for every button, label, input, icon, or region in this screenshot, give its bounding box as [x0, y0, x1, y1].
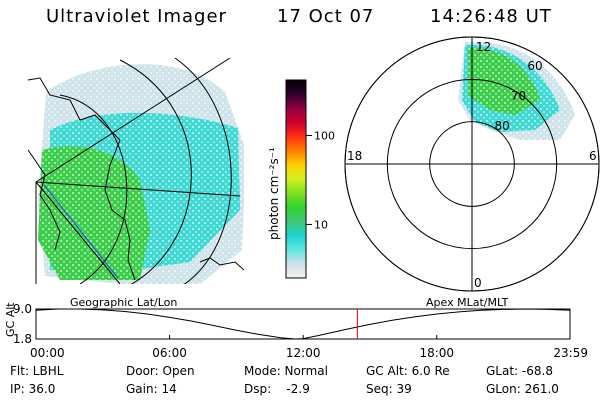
glat-text: GLat: -68.8	[486, 364, 553, 378]
coastline	[28, 77, 136, 281]
door-text: Door: Open	[126, 364, 195, 378]
coastline	[199, 257, 244, 271]
colorbar	[285, 79, 307, 279]
filter-text: Flt: LBHL	[10, 364, 64, 378]
x-tick-label: 06:00	[152, 346, 187, 360]
dsp-text: Dsp: -2.9	[244, 382, 310, 396]
geo-grid-line	[35, 181, 241, 197]
mode-text: Mode: Normal	[244, 364, 328, 378]
geo-grid-arc	[174, 58, 232, 284]
gcalt-text: GC Alt: 6.0 Re	[366, 364, 450, 378]
glon-text: GLon: 261.0	[486, 382, 559, 396]
geo-grid-arc	[59, 94, 128, 284]
apex-label: Apex MLat/MLT	[426, 296, 509, 309]
time: 14:26:48 UT	[430, 6, 552, 27]
colorbar-ticks: 10 100	[306, 129, 335, 231]
geo-grid-line	[35, 181, 121, 284]
title: Ultraviolet Imager	[46, 6, 227, 27]
mlt-label: 18	[347, 149, 362, 163]
geo-label: Geographic Lat/Lon	[70, 296, 178, 309]
coastline	[28, 149, 61, 251]
gc-alt-line	[35, 308, 571, 340]
y-tick-label: 1.8	[13, 332, 32, 346]
date: 17 Oct 07	[277, 6, 375, 27]
ip-text: IP: 36.0	[10, 382, 56, 396]
geo-aurora-speckle	[38, 64, 244, 284]
timeseries-frame	[35, 308, 571, 340]
y-tick-label: 9.0	[13, 302, 32, 316]
colorbar-label: photon cm⁻²s⁻¹	[267, 147, 281, 240]
mlat-label: 60	[527, 59, 542, 73]
mlt-label: 0	[474, 276, 482, 290]
x-tick-label: 18:00	[419, 346, 454, 360]
seq-text: Seq: 39	[366, 382, 412, 396]
y-axis-label: GC Alt	[4, 302, 17, 337]
mlat-label: 70	[511, 89, 526, 103]
x-tick-label: 00:00	[30, 346, 65, 360]
gain-text: Gain: 14	[126, 382, 177, 396]
colorbar-tick-label: 10	[314, 218, 328, 231]
x-tick-label: 12:00	[286, 346, 321, 360]
mlat-label: 80	[494, 119, 509, 133]
mlt-label: 12	[476, 40, 491, 54]
geo-grid-arc	[119, 59, 192, 284]
mlt-label: 6	[589, 149, 597, 163]
polar-aurora-speckle	[458, 41, 575, 140]
colorbar-tick-label: 100	[314, 129, 335, 142]
geo-track-line	[43, 184, 119, 279]
geo-panel	[28, 58, 244, 284]
x-tick-label: 23:59	[553, 346, 588, 360]
